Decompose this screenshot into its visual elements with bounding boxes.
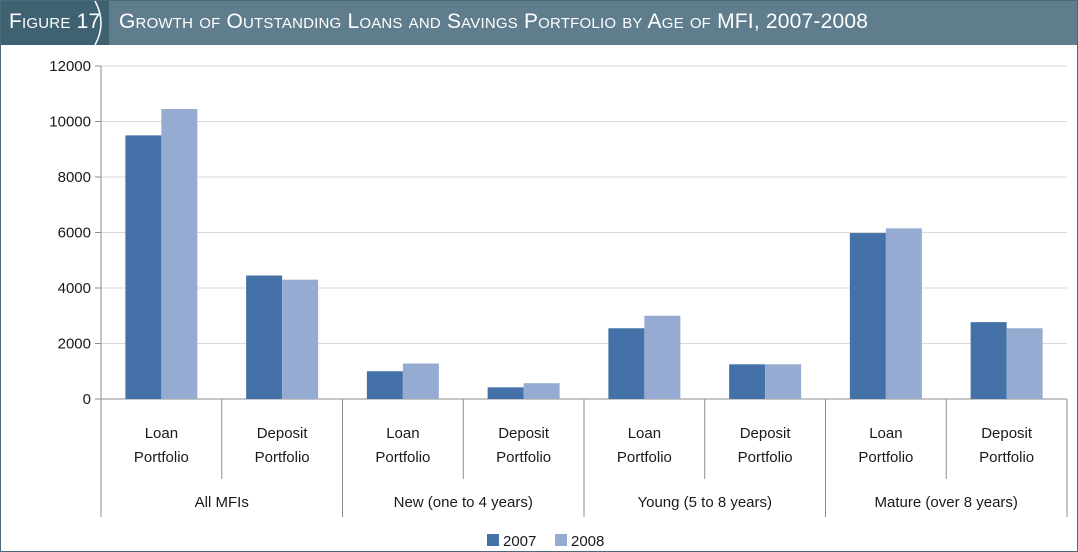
legend-label-2008: 2008	[571, 533, 604, 550]
bar-2007-5	[608, 328, 645, 399]
figure-label: Figure 17	[9, 10, 101, 33]
bar-2007-3	[366, 371, 403, 399]
group-label: All MFIs	[195, 494, 249, 511]
bar-2008-7	[885, 228, 922, 399]
bar-2007-6	[729, 364, 766, 399]
bar-2007-4	[487, 387, 524, 399]
y-tick-label: 4000	[58, 280, 91, 297]
group-label: New (one to 4 years)	[394, 494, 533, 511]
legend-label-2007: 2007	[503, 533, 536, 550]
bar-2007-1	[125, 135, 162, 399]
category-label: Deposit	[498, 425, 550, 442]
bar-2008-8	[1006, 328, 1043, 399]
y-tick-label: 10000	[49, 114, 91, 131]
category-label: Portfolio	[858, 449, 913, 466]
bar-2007-2	[246, 275, 283, 399]
category-label: Portfolio	[738, 449, 793, 466]
figure-title: Growth of Outstanding Loans and Savings …	[119, 10, 869, 33]
y-tick-label: 6000	[58, 225, 91, 242]
legend-swatch-2008	[555, 534, 567, 546]
category-label: Loan	[386, 425, 419, 442]
category-label: Loan	[628, 425, 661, 442]
legend-swatch-2007	[487, 534, 499, 546]
category-label: Loan	[145, 425, 178, 442]
category-label: Portfolio	[979, 449, 1034, 466]
tab-arrow-shape	[89, 1, 102, 45]
category-label: Loan	[869, 425, 902, 442]
y-tick-label: 8000	[58, 169, 91, 186]
bar-2008-5	[644, 315, 681, 399]
bar-2008-6	[765, 364, 802, 399]
figure-header: Figure 17 Growth of Outstanding Loans an…	[1, 1, 1077, 45]
group-label: Young (5 to 8 years)	[637, 494, 772, 511]
bar-2008-1	[161, 109, 198, 399]
bar-2008-3	[402, 363, 439, 399]
category-label: Portfolio	[375, 449, 430, 466]
bar-2007-8	[970, 322, 1007, 399]
category-label: Portfolio	[496, 449, 551, 466]
figure-label-tab	[1, 1, 109, 45]
category-label: Deposit	[257, 425, 309, 442]
y-tick-label: 2000	[58, 336, 91, 353]
bar-2008-2	[282, 279, 319, 399]
category-label: Portfolio	[255, 449, 310, 466]
y-tick-label: 0	[83, 391, 91, 408]
group-label: Mature (over 8 years)	[875, 494, 1018, 511]
bar-2008-4	[523, 383, 560, 399]
category-label: Deposit	[981, 425, 1033, 442]
category-label: Deposit	[740, 425, 792, 442]
category-label: Portfolio	[617, 449, 672, 466]
bar-2007-7	[849, 233, 886, 399]
category-label: Portfolio	[134, 449, 189, 466]
y-tick-label: 12000	[49, 58, 91, 75]
